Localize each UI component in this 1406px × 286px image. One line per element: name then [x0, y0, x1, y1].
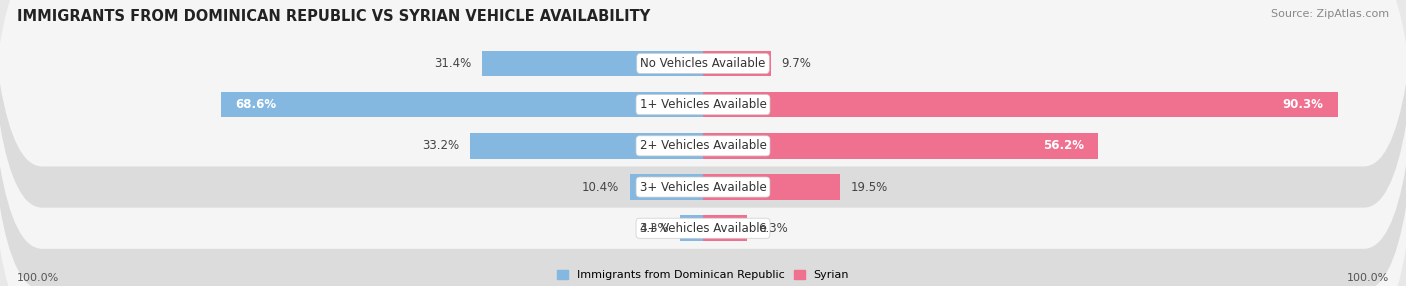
Text: 68.6%: 68.6% — [235, 98, 276, 111]
Text: 31.4%: 31.4% — [434, 57, 471, 70]
Bar — [703, 92, 1339, 118]
Text: No Vehicles Available: No Vehicles Available — [640, 57, 766, 70]
Text: 9.7%: 9.7% — [782, 57, 811, 70]
Bar — [470, 133, 703, 159]
Text: 6.3%: 6.3% — [758, 222, 787, 235]
Bar — [630, 174, 703, 200]
Text: 1+ Vehicles Available: 1+ Vehicles Available — [640, 98, 766, 111]
Text: IMMIGRANTS FROM DOMINICAN REPUBLIC VS SYRIAN VEHICLE AVAILABILITY: IMMIGRANTS FROM DOMINICAN REPUBLIC VS SY… — [17, 9, 650, 23]
Text: 56.2%: 56.2% — [1043, 139, 1084, 152]
Text: 10.4%: 10.4% — [582, 180, 619, 194]
Bar — [703, 215, 748, 241]
Bar — [221, 92, 703, 118]
Text: 3+ Vehicles Available: 3+ Vehicles Available — [640, 180, 766, 194]
Text: 100.0%: 100.0% — [1347, 273, 1389, 283]
Text: 3.3%: 3.3% — [640, 222, 669, 235]
Bar — [703, 174, 841, 200]
Bar — [482, 51, 703, 76]
Legend: Immigrants from Dominican Republic, Syrian: Immigrants from Dominican Republic, Syri… — [557, 270, 849, 281]
Text: 19.5%: 19.5% — [851, 180, 887, 194]
Text: 2+ Vehicles Available: 2+ Vehicles Available — [640, 139, 766, 152]
Text: 100.0%: 100.0% — [17, 273, 59, 283]
Text: Source: ZipAtlas.com: Source: ZipAtlas.com — [1271, 9, 1389, 19]
Text: 90.3%: 90.3% — [1282, 98, 1324, 111]
Bar — [681, 215, 703, 241]
Text: 4+ Vehicles Available: 4+ Vehicles Available — [640, 222, 766, 235]
Bar — [703, 51, 772, 76]
Bar — [703, 133, 1098, 159]
Text: 33.2%: 33.2% — [422, 139, 458, 152]
